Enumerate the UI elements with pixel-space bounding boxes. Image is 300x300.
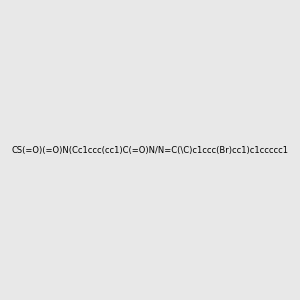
Text: CS(=O)(=O)N(Cc1ccc(cc1)C(=O)N/N=C(\C)c1ccc(Br)cc1)c1ccccc1: CS(=O)(=O)N(Cc1ccc(cc1)C(=O)N/N=C(\C)c1c… xyxy=(11,146,289,154)
